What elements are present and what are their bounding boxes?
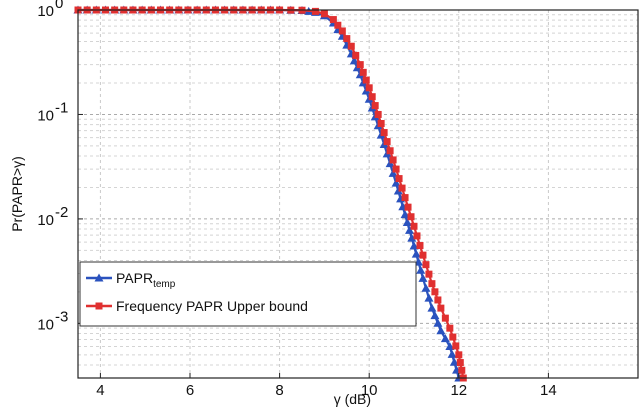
- x-tick-label: 8: [275, 382, 283, 399]
- data-point-square: [452, 342, 460, 350]
- data-point-square: [311, 7, 319, 15]
- data-point-square: [446, 324, 454, 332]
- data-point-square: [352, 51, 360, 59]
- y-tick-label-base: 10: [37, 107, 54, 124]
- data-point-triangle: [447, 349, 457, 358]
- data-point-square: [95, 302, 103, 310]
- data-point-triangle: [409, 241, 419, 250]
- data-point-square: [416, 242, 424, 250]
- x-tick-label: 10: [361, 382, 378, 399]
- data-point-square: [458, 366, 466, 374]
- data-point-square: [356, 61, 364, 69]
- data-point-triangle: [349, 56, 359, 65]
- data-point-square: [410, 222, 418, 230]
- legend-label-text: Frequency PAPR Upper bound: [116, 298, 308, 314]
- y-tick-label-base: 10: [37, 212, 54, 229]
- data-point-square: [401, 194, 409, 202]
- data-point-triangle: [421, 283, 431, 292]
- y-tick-label-exponent: -1: [55, 99, 68, 116]
- data-point-triangle: [393, 186, 403, 195]
- data-point-square: [380, 129, 388, 137]
- data-point-square: [365, 84, 373, 92]
- data-point-square: [347, 42, 355, 50]
- data-point-square: [449, 333, 457, 341]
- y-tick-label-exponent: 0: [55, 0, 63, 12]
- x-tick-label: 6: [186, 382, 194, 399]
- data-point-square: [425, 270, 433, 278]
- data-point-square: [338, 27, 346, 35]
- data-point-triangle: [440, 334, 450, 343]
- plot-frame: [77, 9, 639, 379]
- data-point-triangle: [436, 326, 446, 335]
- legend-label-text: PAPR: [116, 270, 153, 286]
- data-point-triangle: [424, 293, 434, 302]
- x-axis-ticks: 4 6 8 10 12 14: [96, 373, 557, 399]
- data-point-square: [404, 203, 412, 211]
- data-point-square: [422, 261, 430, 269]
- data-point-square: [389, 156, 397, 164]
- data-point-square: [434, 296, 442, 304]
- data-point-square: [437, 304, 445, 312]
- data-point-square: [386, 147, 394, 155]
- x-tick-label: 14: [540, 382, 557, 399]
- data-point-square: [343, 35, 351, 43]
- data-point-square: [334, 21, 342, 29]
- legend-box: [79, 261, 417, 327]
- data-point-triangle: [94, 273, 104, 282]
- data-point-triangle: [445, 342, 455, 351]
- data-point-square: [428, 280, 436, 288]
- data-point-triangle: [418, 273, 428, 282]
- data-point-square: [398, 184, 406, 192]
- data-point-square: [359, 68, 367, 76]
- data-point-square: [374, 110, 382, 118]
- data-point-square: [456, 359, 464, 367]
- data-point-triangle: [405, 225, 415, 234]
- data-point-triangle: [407, 233, 417, 242]
- data-point-square: [407, 213, 415, 221]
- data-point-triangle: [388, 168, 398, 177]
- legend-label-subscript: temp: [153, 279, 176, 290]
- data-point-triangle: [416, 265, 426, 274]
- legend-label: PAPRtemp: [116, 270, 176, 290]
- data-point-square: [320, 10, 328, 18]
- data-point-square: [371, 102, 379, 110]
- data-point-triangle: [391, 178, 401, 187]
- data-point-triangle: [449, 357, 459, 366]
- y-axis-label: Pr(PAPR>γ): [9, 156, 25, 232]
- data-point-square: [455, 351, 463, 359]
- x-axis-label: γ (dB): [334, 391, 371, 407]
- x-tick-label: 4: [96, 382, 104, 399]
- y-tick-label-base: 10: [37, 316, 54, 333]
- data-point-square: [329, 16, 337, 24]
- data-point-triangle: [411, 249, 421, 258]
- data-point-square: [441, 314, 449, 322]
- legend-label: Frequency PAPR Upper bound: [116, 298, 308, 314]
- data-point-triangle: [430, 311, 440, 320]
- legend: PAPRtemp Frequency PAPR Upper bound: [79, 261, 417, 327]
- data-point-triangle: [402, 217, 412, 226]
- data-point-square: [395, 175, 403, 183]
- legend-item: Frequency PAPR Upper bound: [86, 298, 308, 314]
- legend-item: PAPRtemp: [86, 270, 176, 290]
- y-tick-label-base: 10: [37, 3, 54, 20]
- data-point-square: [431, 288, 439, 296]
- data-point-square: [362, 76, 370, 84]
- data-point-triangle: [400, 210, 410, 219]
- y-tick-label-exponent: -2: [55, 204, 68, 221]
- data-point-square: [413, 232, 421, 240]
- data-point-square: [392, 165, 400, 173]
- data-point-triangle: [433, 318, 443, 327]
- data-point-square: [368, 93, 376, 101]
- data-point-square: [383, 138, 391, 146]
- x-tick-label: 12: [450, 382, 467, 399]
- data-point-triangle: [427, 303, 437, 312]
- data-point-square: [377, 120, 385, 128]
- y-tick-label-exponent: -3: [55, 308, 68, 325]
- data-point-square: [419, 251, 427, 259]
